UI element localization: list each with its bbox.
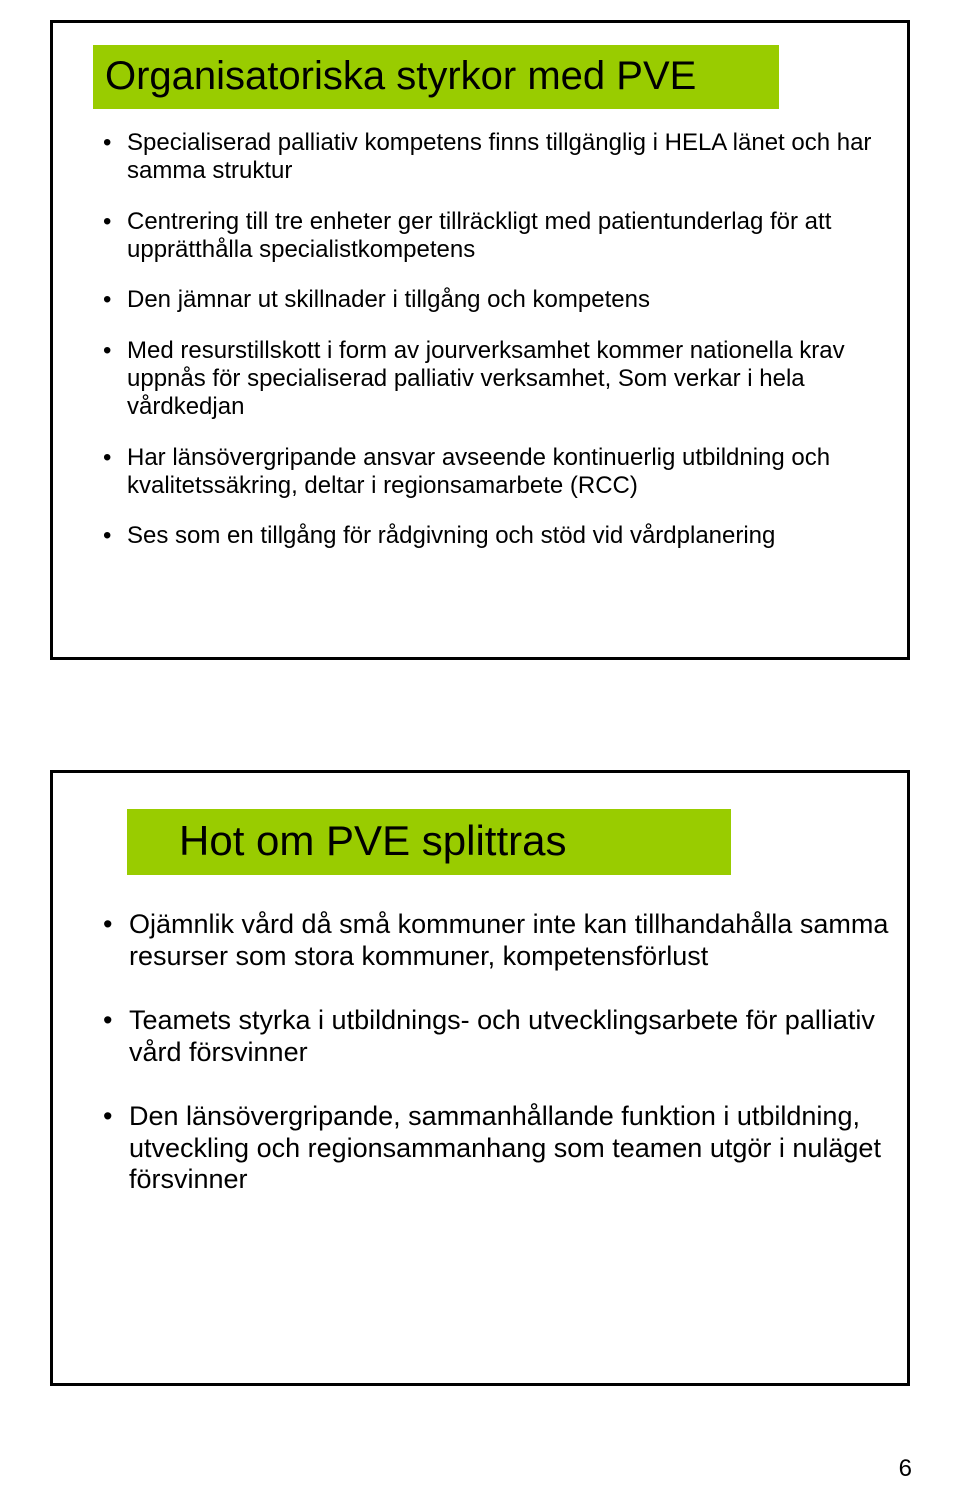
bullet-text: Den jämnar ut skillnader i tillgång och …: [127, 286, 897, 314]
bullet-text: Teamets styrka i utbildnings- och utveck…: [129, 1005, 889, 1069]
bullet-text: Ses som en tillgång för rådgivning och s…: [127, 522, 897, 550]
page-number: 6: [899, 1455, 912, 1483]
bullet-text: Den länsövergripande, sammanhållande fun…: [129, 1101, 889, 1197]
slide-1: Organisatoriska styrkor med PVE Speciali…: [50, 20, 910, 660]
list-item: Ojämnlik vård då små kommuner inte kan t…: [99, 909, 907, 973]
slide1-bullet-list: Specialiserad palliativ kompetens finns …: [99, 129, 907, 550]
list-item: Den länsövergripande, sammanhållande fun…: [99, 1101, 907, 1197]
list-item: Med resurstillskott i form av jourverksa…: [99, 337, 907, 422]
list-item: Specialiserad palliativ kompetens finns …: [99, 129, 907, 186]
bullet-text: Ojämnlik vård då små kommuner inte kan t…: [129, 909, 889, 973]
slide1-title: Organisatoriska styrkor med PVE: [105, 53, 767, 99]
slide-2: Hot om PVE splittras Ojämnlik vård då sm…: [50, 770, 910, 1386]
page: Organisatoriska styrkor med PVE Speciali…: [0, 0, 960, 1501]
list-item: Teamets styrka i utbildnings- och utveck…: [99, 1005, 907, 1069]
slide2-title-banner: Hot om PVE splittras: [127, 809, 731, 875]
bullet-text: Har länsövergripande ansvar avseende kon…: [127, 444, 897, 501]
bullet-text: Centrering till tre enheter ger tillräck…: [127, 208, 897, 265]
list-item: Centrering till tre enheter ger tillräck…: [99, 208, 907, 265]
slide2-bullet-list: Ojämnlik vård då små kommuner inte kan t…: [99, 909, 907, 1196]
list-item: Ses som en tillgång för rådgivning och s…: [99, 522, 907, 550]
slide2-title: Hot om PVE splittras: [139, 817, 719, 865]
slide1-title-banner: Organisatoriska styrkor med PVE: [93, 45, 779, 109]
list-item: Har länsövergripande ansvar avseende kon…: [99, 444, 907, 501]
list-item: Den jämnar ut skillnader i tillgång och …: [99, 286, 907, 314]
bullet-text: Specialiserad palliativ kompetens finns …: [127, 129, 897, 186]
bullet-text: Med resurstillskott i form av jourverksa…: [127, 337, 897, 422]
